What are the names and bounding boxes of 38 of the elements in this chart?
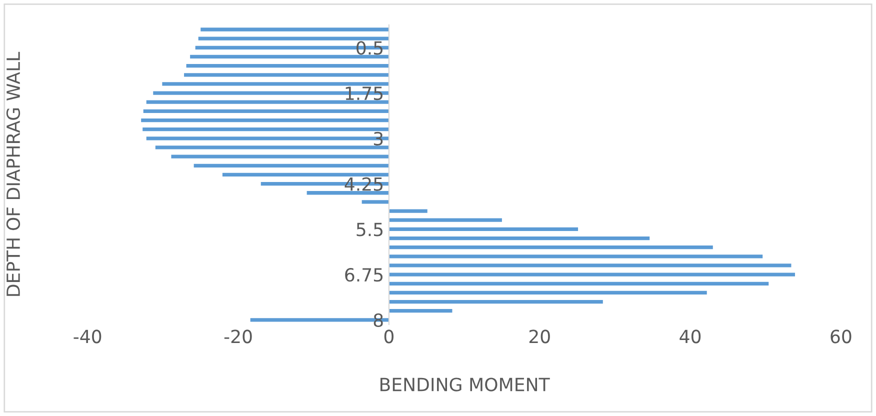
bar [171,154,389,158]
bar [146,100,389,104]
bar [388,272,796,276]
bar [388,254,763,258]
bar [388,227,578,231]
bar [388,282,769,286]
bar [186,64,389,68]
bar [388,209,428,213]
y-axis-title: DEPTH OF DIAPHRAG WALL [6,52,20,296]
x-tick-label: 0 [384,330,394,344]
bar [143,109,389,113]
bar [190,54,389,59]
bar [388,264,792,268]
bar [184,73,389,77]
x-tick-label: -40 [74,330,102,344]
bar [155,146,389,150]
x-tick-label: -20 [224,330,252,344]
bar [388,300,603,304]
y-tick-label: 6.75 [345,268,383,282]
bar [222,172,389,177]
x-tick-label: 40 [680,330,701,344]
bar [162,82,389,86]
bar [141,118,389,122]
bar [194,164,389,168]
x-axis-title: BENDING MOMENT [380,378,550,392]
x-tick-label: 60 [830,330,852,344]
bar [200,28,389,32]
bar [198,36,389,40]
bar [142,128,389,132]
bar [388,246,713,250]
bar [388,309,452,313]
bar [388,218,502,222]
bar [388,290,707,295]
bar [306,191,389,195]
y-tick-label: 5.5 [356,222,383,236]
bar [362,200,389,204]
x-tick-label: 20 [529,330,550,344]
bar [388,236,650,240]
